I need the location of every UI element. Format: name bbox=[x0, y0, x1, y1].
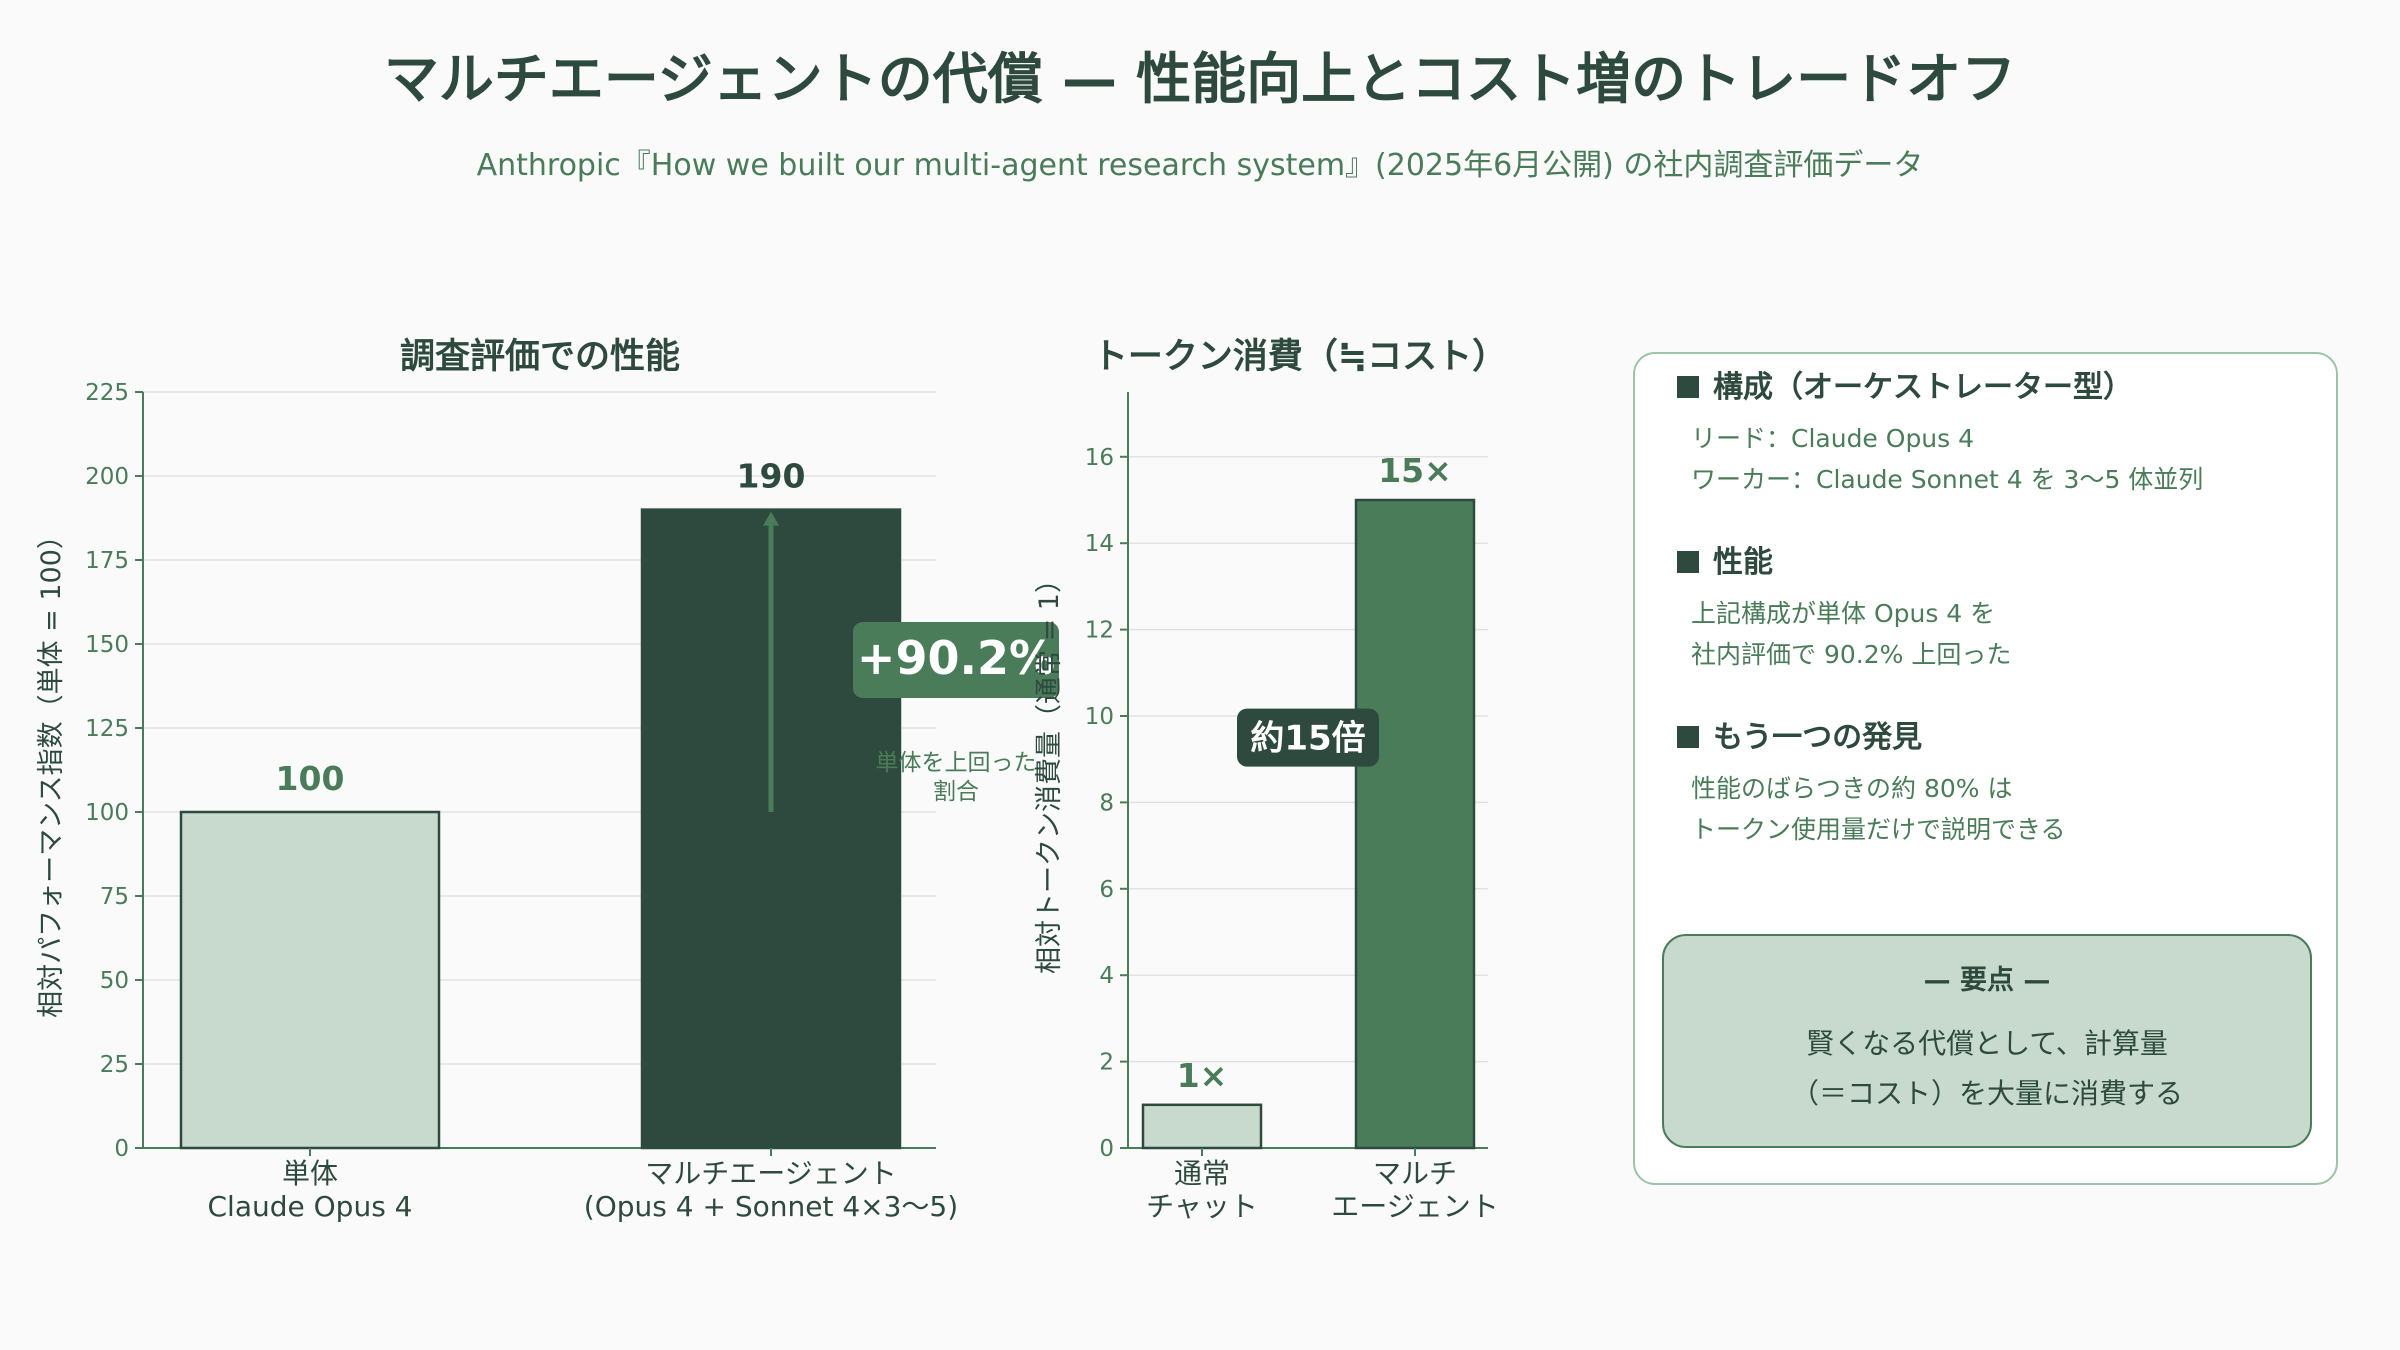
section-line: 社内評価で 90.2% 上回った bbox=[1691, 640, 2012, 669]
annotation-caption: 単体を上回った bbox=[876, 750, 1037, 776]
square-bullet-icon bbox=[1677, 551, 1699, 573]
y-tick-label: 2 bbox=[1099, 1050, 1114, 1076]
annotation-badge-text: +90.2% bbox=[857, 631, 1055, 685]
bar-data-label: 15× bbox=[1378, 451, 1452, 490]
section-configuration: 構成（オーケストレーター型） リード：Claude Opus 4 ワーカー：Cl… bbox=[1677, 368, 2203, 500]
bar bbox=[179, 810, 441, 1150]
section-heading: 性能 bbox=[1677, 543, 2011, 583]
x-tick-label: マルチエージェント bbox=[645, 1157, 896, 1190]
section-finding: もう一つの発見 性能のばらつきの約 80% は トークン使用量だけで説明できる bbox=[1677, 718, 2066, 850]
key-point-title: — 要点 — bbox=[1923, 965, 2051, 996]
y-tick-label: 200 bbox=[85, 464, 129, 490]
y-tick-label: 225 bbox=[85, 380, 129, 406]
section-line: トークン使用量だけで説明できる bbox=[1691, 815, 2066, 844]
y-axis-label: 相対パフォーマンス指数（単体 = 100） bbox=[36, 522, 67, 1018]
section-line: ワーカー：Claude Sonnet 4 を 3〜5 体並列 bbox=[1691, 465, 2204, 494]
section-line: 性能のばらつきの約 80% は bbox=[1691, 774, 2013, 803]
bar-data-label: 100 bbox=[276, 759, 345, 798]
x-tick-label: 単体 bbox=[282, 1157, 338, 1190]
y-tick-label: 8 bbox=[1099, 790, 1114, 816]
section-heading-text: 性能 bbox=[1713, 545, 1773, 580]
y-tick-label: 50 bbox=[100, 968, 129, 994]
y-tick-label: 0 bbox=[114, 1136, 129, 1162]
x-tick-label: チャット bbox=[1146, 1190, 1258, 1223]
y-tick-label: 175 bbox=[85, 548, 129, 574]
square-bullet-icon bbox=[1677, 726, 1699, 748]
y-tick-label: 14 bbox=[1085, 531, 1114, 557]
section-heading: 構成（オーケストレーター型） bbox=[1677, 368, 2203, 408]
bar bbox=[1141, 1103, 1263, 1150]
x-tick-label: Claude Opus 4 bbox=[208, 1190, 413, 1223]
x-tick-label: (Opus 4 + Sonnet 4×3〜5) bbox=[584, 1190, 958, 1223]
chart-title: 調査評価での性能 bbox=[400, 337, 680, 377]
bar bbox=[1354, 498, 1476, 1150]
page-title: マルチエージェントの代償 — 性能向上とコスト増のトレードオフ bbox=[383, 47, 2017, 111]
section-performance: 性能 上記構成が単体 Opus 4 を 社内評価で 90.2% 上回った bbox=[1677, 543, 2011, 675]
x-tick-label: 通常 bbox=[1174, 1157, 1230, 1190]
square-bullet-icon bbox=[1677, 376, 1699, 398]
page-subtitle: Anthropic『How we built our multi-agent r… bbox=[476, 148, 1924, 183]
annotation-caption: 割合 bbox=[933, 779, 979, 805]
y-tick-label: 100 bbox=[85, 800, 129, 826]
y-tick-label: 0 bbox=[1099, 1136, 1114, 1162]
summary-panel: 構成（オーケストレーター型） リード：Claude Opus 4 ワーカー：Cl… bbox=[1633, 352, 2338, 1185]
section-heading-text: もう一つの発見 bbox=[1713, 720, 1923, 755]
y-tick-label: 125 bbox=[85, 716, 129, 742]
y-tick-label: 6 bbox=[1099, 877, 1114, 903]
y-tick-label: 75 bbox=[100, 884, 129, 910]
y-tick-label: 10 bbox=[1085, 704, 1114, 730]
bar-data-label: 190 bbox=[737, 457, 806, 496]
section-line: 上記構成が単体 Opus 4 を bbox=[1691, 599, 1996, 628]
key-point-box: — 要点 — 賢くなる代償として、計算量 （＝コスト）を大量に消費する bbox=[1662, 934, 2312, 1148]
key-point-line: （＝コスト）を大量に消費する bbox=[1790, 1077, 2183, 1110]
arrow-head-icon bbox=[763, 511, 779, 526]
y-tick-label: 4 bbox=[1099, 963, 1114, 989]
y-axis-label: 相対トークン消費量（通常 = 1） bbox=[1034, 566, 1065, 974]
annotation-badge-text: 約15倍 bbox=[1250, 719, 1365, 759]
y-tick-label: 25 bbox=[100, 1052, 129, 1078]
section-heading: もう一つの発見 bbox=[1677, 718, 2066, 758]
x-tick-label: マルチ bbox=[1373, 1157, 1457, 1190]
key-point-line: 賢くなる代償として、計算量 bbox=[1806, 1027, 2168, 1060]
y-tick-label: 150 bbox=[85, 632, 129, 658]
y-tick-label: 16 bbox=[1085, 445, 1114, 471]
y-tick-label: 12 bbox=[1085, 618, 1114, 644]
x-tick-label: エージェント bbox=[1331, 1190, 1498, 1223]
annotation-badge-bg bbox=[853, 622, 1059, 698]
bar-data-label: 1× bbox=[1177, 1056, 1228, 1095]
section-line: リード：Claude Opus 4 bbox=[1691, 424, 1975, 453]
annotation-badge-bg bbox=[1237, 708, 1379, 767]
chart-title: トークン消費（≒コスト） bbox=[1093, 337, 1507, 377]
section-heading-text: 構成（オーケストレーター型） bbox=[1713, 370, 2133, 405]
